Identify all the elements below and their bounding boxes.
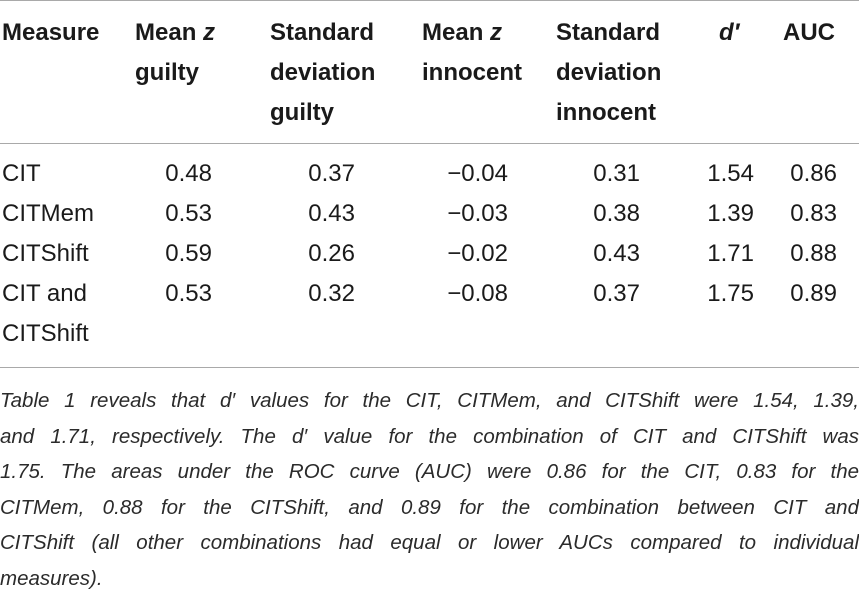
measure-cell: CIT and CITShift [2, 280, 89, 347]
auc-cell: 0.89 [790, 280, 837, 307]
mean-z-guilty-cell: 0.53 [165, 200, 212, 227]
header-sd-guilty: Standard deviation guilty [270, 19, 376, 126]
d-prime-cell: 1.71 [707, 240, 754, 267]
sd-innocent-cell: 0.43 [593, 240, 640, 267]
caption-line: measures). [0, 566, 103, 590]
mean-z-innocent-cell: −0.04 [447, 160, 508, 187]
mean-z-guilty-cell: 0.53 [165, 280, 212, 307]
sd-guilty-cell: 0.32 [308, 280, 355, 307]
sd-innocent-cell: 0.31 [593, 160, 640, 187]
auc-cell: 0.86 [790, 160, 837, 187]
sd-innocent-cell: 0.37 [593, 280, 640, 307]
measure-cell: CITMem [2, 200, 94, 227]
table-row: CITShift 0.59 0.26 −0.02 0.43 1.71 0.88 [0, 234, 859, 274]
table-caption: Table 1 reveals that d′ values for the C… [0, 383, 859, 596]
header-measure: Measure [2, 19, 100, 46]
header-sd-innocent: Standard deviation innocent [556, 19, 662, 126]
measure-cell: CIT [2, 160, 41, 187]
d-prime-cell: 1.39 [707, 200, 754, 227]
d-prime-cell: 1.75 [707, 280, 754, 307]
header-mean-z-innocent: Mean z innocent [422, 19, 522, 86]
header-mean-z-guilty: Mean z guilty [135, 19, 216, 86]
table-row: CIT and CITShift 0.53 0.32 −0.08 0.37 1.… [0, 274, 859, 354]
header-auc: AUC [783, 19, 835, 46]
auc-cell: 0.83 [790, 200, 837, 227]
sd-guilty-cell: 0.26 [308, 240, 355, 267]
measure-cell: CITShift [2, 240, 89, 267]
table-header-row: Measure Mean z guilty Standard deviation… [0, 1, 859, 144]
table-row: CITMem 0.53 0.43 −0.03 0.38 1.39 0.83 [0, 194, 859, 234]
caption-line: and 1.71, respectively. The d′ value for… [0, 424, 859, 448]
caption-line: 1.75. The areas under the ROC curve (AUC… [0, 460, 859, 483]
caption-line: CITShift (all other combinations had equ… [0, 531, 859, 554]
mean-z-innocent-cell: −0.02 [447, 240, 508, 267]
header-d-prime: d′ [719, 19, 740, 46]
table-row: CIT 0.48 0.37 −0.04 0.31 1.54 0.86 [0, 154, 859, 194]
mean-z-innocent-cell: −0.03 [447, 200, 508, 227]
mean-z-guilty-cell: 0.59 [165, 240, 212, 267]
mean-z-innocent-cell: −0.08 [447, 280, 508, 307]
sd-innocent-cell: 0.38 [593, 200, 640, 227]
auc-cell: 0.88 [790, 240, 837, 267]
sd-guilty-cell: 0.43 [308, 200, 355, 227]
mean-z-guilty-cell: 0.48 [165, 160, 212, 187]
d-prime-cell: 1.54 [707, 160, 754, 187]
caption-line: Table 1 reveals that d′ values for the C… [0, 389, 859, 412]
caption-line: CITMem, 0.88 for the CITShift, and 0.89 … [0, 495, 859, 519]
results-table: Measure Mean z guilty Standard deviation… [0, 0, 859, 368]
sd-guilty-cell: 0.37 [308, 160, 355, 187]
